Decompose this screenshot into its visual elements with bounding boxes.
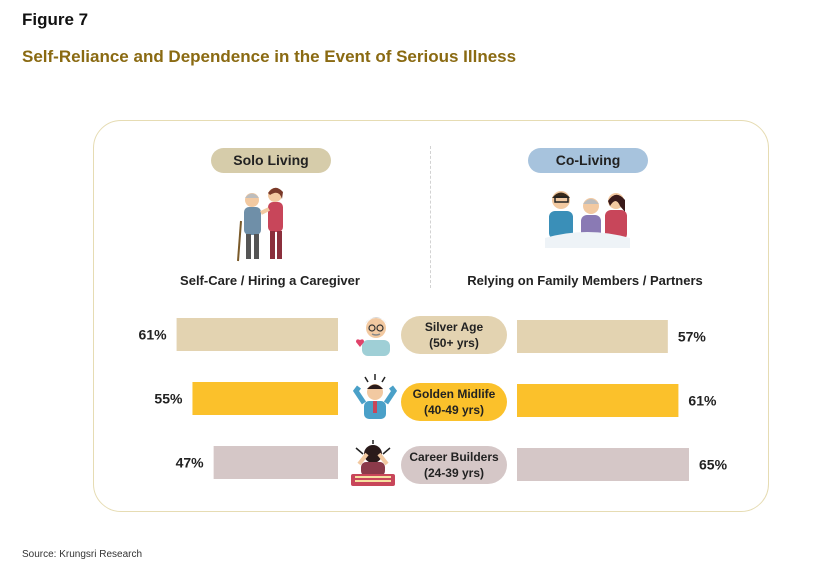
gen-range: (40-49 yrs) (423, 403, 485, 417)
gen-name: Silver Age (424, 320, 484, 334)
label-co-0: 57% (678, 329, 707, 345)
solo-living-sublabel: Self-Care / Hiring a Caregiver (180, 273, 360, 288)
gen-name: Golden Midlife (412, 387, 496, 401)
source-note: Source: Krungsri Research (22, 549, 143, 560)
chart-title: Self-Reliance and Dependence in the Even… (22, 47, 517, 66)
co-living-sublabel: Relying on Family Members / Partners (467, 273, 703, 288)
gen-pill-golden-midlife: Golden Midlife (40-49 yrs) (401, 383, 507, 421)
gen-range: (50+ yrs) (429, 336, 479, 350)
bar-solo-1 (192, 382, 338, 415)
gen-pill-career-builders: Career Builders (24-39 yrs) (401, 446, 507, 484)
chart-frame (93, 120, 769, 512)
elderly-person-icon (356, 317, 390, 356)
caregiver-icon (237, 187, 283, 262)
gen-range: (24-39 yrs) (423, 466, 485, 480)
figure-label: Figure 7 (22, 10, 89, 29)
family-icon (545, 191, 630, 248)
column-divider (430, 146, 431, 288)
gen-pill-silver-age: Silver Age (50+ yrs) (401, 316, 507, 354)
label-solo-1: 55% (154, 391, 183, 407)
label-co-1: 61% (688, 393, 717, 409)
gen-name: Career Builders (409, 450, 499, 464)
bar-co-0 (517, 320, 668, 353)
label-solo-0: 61% (139, 327, 168, 343)
solo-living-pill: Solo Living (211, 148, 331, 173)
co-living-pill: Co-Living (528, 148, 648, 173)
overworked-person-icon (351, 440, 395, 486)
bar-solo-2 (213, 446, 338, 479)
label-solo-2: 47% (176, 455, 205, 471)
bar-solo-0 (176, 318, 338, 351)
bar-co-1 (517, 384, 679, 417)
stressed-person-icon (352, 374, 398, 419)
label-co-2: 65% (699, 457, 728, 473)
bar-co-2 (517, 448, 689, 481)
